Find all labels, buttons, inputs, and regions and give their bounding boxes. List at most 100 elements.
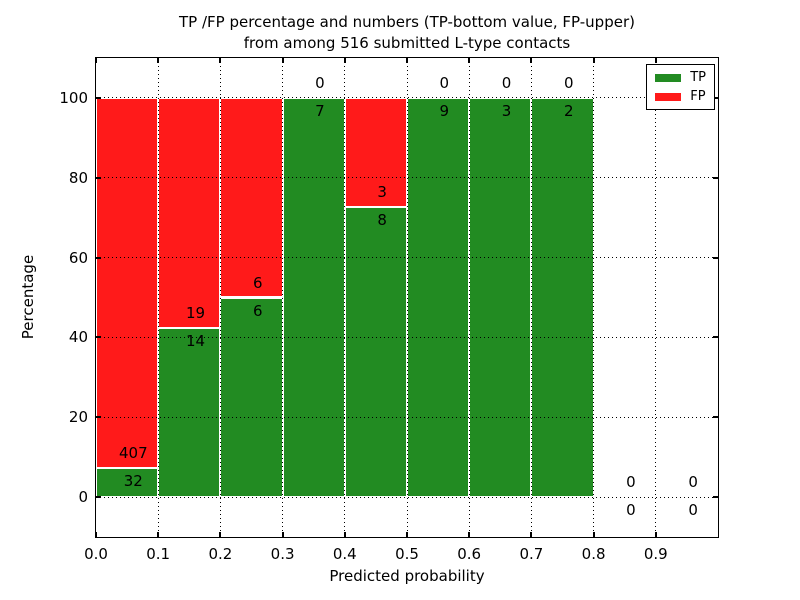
y-tick-right-20 <box>713 416 718 419</box>
x-tick-top-0.7 <box>530 58 533 63</box>
tp-count-bin-6: 3 <box>501 101 512 120</box>
bar-tp-bin-7 <box>531 97 594 498</box>
x-tick-bottom-0.0 <box>95 532 97 537</box>
grid-line-x-0.5 <box>406 58 408 537</box>
y-tick-label-0: 0 <box>78 488 88 507</box>
x-tick-top-0.0 <box>95 58 97 63</box>
chart-title-line1: TP /FP percentage and numbers (TP-bottom… <box>179 13 635 31</box>
tp-count-bin-7: 2 <box>563 101 574 120</box>
y-tick-right-100 <box>713 96 718 99</box>
x-tick-bottom-0.3 <box>281 532 284 537</box>
x-tick-label-0.5: 0.5 <box>395 545 419 563</box>
y-tick-left-0 <box>96 496 101 499</box>
grid-line-x-0.6 <box>468 58 470 537</box>
fp-count-bin-9: 0 <box>688 473 698 492</box>
x-tick-top-0.6 <box>468 58 471 63</box>
x-tick-label-0.8: 0.8 <box>581 545 606 563</box>
x-tick-top-0.5 <box>406 58 408 63</box>
grid-line-x-0.1 <box>157 58 159 537</box>
bar-tp-bin-1 <box>158 327 221 498</box>
x-tick-top-0.8 <box>592 58 595 63</box>
y-tick-left-40 <box>96 336 101 339</box>
chart-title-line2: from among 516 submitted L-type contacts <box>243 34 571 52</box>
plot-area: TP FP 407 32 19 14 6 6 0 7 3 8 0 9 0 3 0 2 0 0 0 0 <box>95 57 719 538</box>
y-tick-label-60: 60 <box>68 248 88 267</box>
legend: TP FP <box>646 64 715 110</box>
bar-tp-bin-4 <box>344 206 407 498</box>
bar-fp-bin-2 <box>220 97 283 298</box>
x-tick-label-0.3: 0.3 <box>270 545 295 563</box>
fp-count-bin-3: 0 <box>315 73 325 92</box>
x-tick-bottom-0.7 <box>530 532 533 537</box>
x-tick-bottom-0.2 <box>219 532 222 537</box>
fp-count-bin-8: 0 <box>626 473 636 492</box>
y-tick-label-20: 20 <box>68 408 88 427</box>
tp-count-bin-1: 14 <box>185 331 206 350</box>
x-tick-label-0.0: 0.0 <box>84 545 108 563</box>
tp-count-bin-2: 6 <box>252 301 263 320</box>
x-tick-top-0.2 <box>219 58 222 63</box>
bar-tp-bin-6 <box>469 97 532 498</box>
fp-count-bin-6: 0 <box>501 73 512 92</box>
tp-count-bin-9: 0 <box>688 501 698 520</box>
y-tick-left-80 <box>96 176 101 179</box>
chart-title: TP /FP percentage and numbers (TP-bottom… <box>96 12 718 54</box>
bar-tp-bin-5 <box>407 97 470 498</box>
x-axis-label: Predicted probability <box>329 567 485 585</box>
y-tick-right-40 <box>713 336 718 339</box>
x-tick-bottom-0.9 <box>654 532 657 537</box>
x-tick-label-0.4: 0.4 <box>332 545 357 563</box>
x-tick-bottom-0.4 <box>343 532 346 537</box>
grid-line-x-0.8 <box>593 58 595 537</box>
bar-fp-bin-0 <box>96 97 159 468</box>
fp-count-bin-1: 19 <box>185 303 206 322</box>
tp-count-bin-5: 9 <box>439 101 450 120</box>
legend-label-fp: FP <box>690 89 706 104</box>
legend-item-fp: FP <box>655 90 706 103</box>
x-tick-label-0.9: 0.9 <box>643 545 668 563</box>
fp-count-bin-5: 0 <box>439 73 450 92</box>
x-tick-top-0.3 <box>281 58 284 63</box>
tp-count-bin-8: 0 <box>626 501 636 520</box>
x-tick-bottom-0.6 <box>468 532 471 537</box>
bar-tp-bin-2 <box>220 297 283 498</box>
y-tick-label-40: 40 <box>68 328 88 347</box>
bar-tp-bin-3 <box>282 97 345 498</box>
tp-count-bin-4: 8 <box>377 210 387 229</box>
fp-count-bin-0: 407 <box>118 443 148 462</box>
y-tick-left-100 <box>96 96 101 99</box>
grid-line-x-0.3 <box>282 58 284 537</box>
x-tick-bottom-0.5 <box>406 532 408 537</box>
x-tick-top-0.9 <box>654 58 657 63</box>
tp-count-bin-0: 32 <box>123 471 143 490</box>
x-tick-top-0.4 <box>343 58 346 63</box>
legend-label-tp: TP <box>690 70 706 85</box>
x-tick-label-0.2: 0.2 <box>208 545 233 563</box>
legend-swatch-tp <box>655 73 682 82</box>
grid-line-x-0.4 <box>344 58 346 537</box>
legend-swatch-fp <box>655 92 682 101</box>
grid-line-x-0.2 <box>219 58 221 537</box>
tp-count-bin-3: 7 <box>315 101 325 120</box>
fp-count-bin-2: 6 <box>252 273 263 292</box>
x-tick-bottom-0.1 <box>157 532 160 537</box>
y-tick-right-60 <box>713 256 718 259</box>
fp-count-bin-4: 3 <box>377 182 387 201</box>
grid-line-x-0.7 <box>530 58 532 537</box>
y-tick-left-60 <box>96 256 101 259</box>
bar-fp-bin-1 <box>158 97 221 328</box>
x-tick-label-0.6: 0.6 <box>457 545 482 563</box>
y-tick-left-20 <box>96 416 101 419</box>
x-tick-label-0.1: 0.1 <box>146 545 171 563</box>
x-tick-bottom-0.8 <box>592 532 595 537</box>
y-tick-right-0 <box>713 496 718 499</box>
y-axis-label: Percentage <box>19 254 37 340</box>
y-tick-right-80 <box>713 176 718 179</box>
grid-line-x-0.9 <box>655 58 657 537</box>
x-tick-label-0.7: 0.7 <box>519 545 544 563</box>
fp-count-bin-7: 0 <box>563 73 574 92</box>
x-tick-top-0.1 <box>157 58 160 63</box>
y-tick-label-100: 100 <box>59 88 88 107</box>
bar-tp-bin-0 <box>96 467 159 498</box>
